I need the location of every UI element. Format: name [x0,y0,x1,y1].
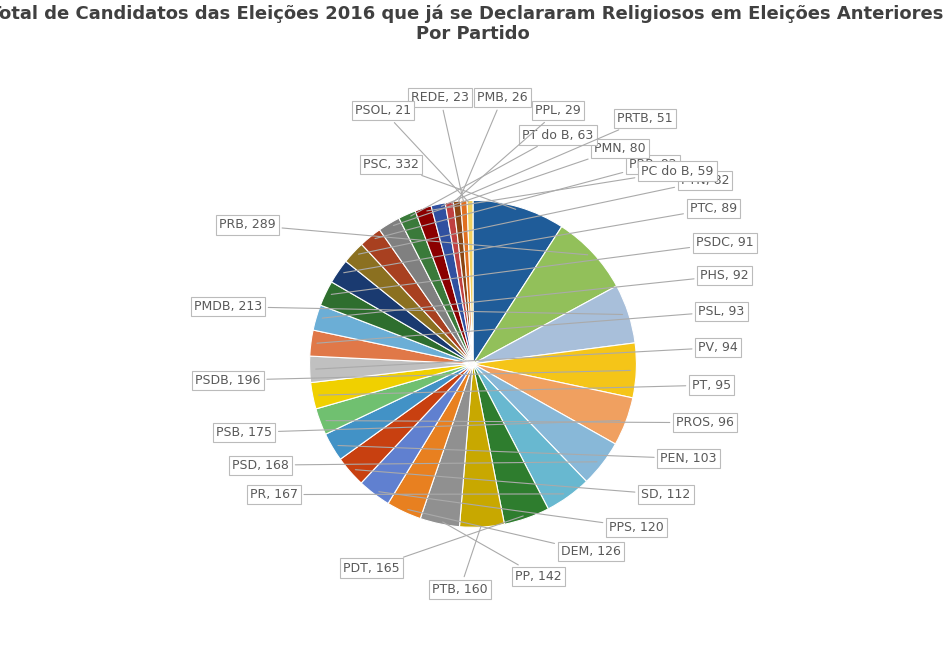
Wedge shape [331,261,473,364]
Text: PDT, 165: PDT, 165 [343,516,523,575]
Text: PSD, 168: PSD, 168 [232,458,597,472]
Text: PEN, 103: PEN, 103 [338,445,717,465]
Wedge shape [473,364,633,444]
Text: PMN, 80: PMN, 80 [394,142,646,226]
Wedge shape [361,230,473,364]
Wedge shape [361,364,473,504]
Text: PRP, 82: PRP, 82 [375,158,676,239]
Wedge shape [313,305,473,364]
Text: PSDB, 196: PSDB, 196 [195,370,630,387]
Wedge shape [420,364,473,526]
Wedge shape [473,200,562,364]
Wedge shape [316,364,473,434]
Text: DEM, 126: DEM, 126 [408,509,621,559]
Text: PMB, 26: PMB, 26 [458,91,528,202]
Text: PP, 142: PP, 142 [443,522,562,583]
Text: PPS, 120: PPS, 120 [378,492,664,534]
Text: PV, 94: PV, 94 [316,341,738,369]
Text: PSB, 175: PSB, 175 [217,421,620,439]
Wedge shape [379,218,473,364]
Text: PPL, 29: PPL, 29 [452,104,581,203]
Wedge shape [473,343,637,398]
Text: PTB, 160: PTB, 160 [432,526,488,596]
Text: PROS, 96: PROS, 96 [326,416,734,429]
Wedge shape [309,356,473,383]
Text: PR, 167: PR, 167 [250,488,564,501]
Wedge shape [325,364,473,459]
Wedge shape [388,364,473,519]
Wedge shape [473,227,617,364]
Wedge shape [341,364,473,483]
Wedge shape [415,206,473,364]
Text: PRTB, 51: PRTB, 51 [442,112,673,206]
Wedge shape [473,286,635,364]
Wedge shape [473,364,587,509]
Text: REDE, 23: REDE, 23 [412,91,469,201]
Wedge shape [453,201,473,364]
Wedge shape [431,203,473,364]
Wedge shape [473,364,549,525]
Text: PSC, 332: PSC, 332 [363,158,516,209]
Wedge shape [310,364,473,409]
Wedge shape [473,364,616,481]
Text: PC do B, 59: PC do B, 59 [427,165,713,211]
Title: Total de Candidatos das Eleições 2016 que já se Declararam Religiosos em Eleiçõe: Total de Candidatos das Eleições 2016 qu… [0,4,946,43]
Text: PSL, 93: PSL, 93 [317,305,745,343]
Text: PT, 95: PT, 95 [319,379,731,395]
Text: PTN, 82: PTN, 82 [359,175,729,254]
Wedge shape [309,330,473,364]
Wedge shape [321,282,473,364]
Text: PHS, 92: PHS, 92 [323,269,749,318]
Text: PMDB, 213: PMDB, 213 [194,300,622,315]
Wedge shape [446,201,473,364]
Text: PT do B, 63: PT do B, 63 [411,129,593,216]
Text: PSDC, 91: PSDC, 91 [331,237,753,294]
Text: PRB, 289: PRB, 289 [219,218,587,255]
Text: PSOL, 21: PSOL, 21 [355,104,468,201]
Wedge shape [399,211,473,364]
Wedge shape [461,201,473,364]
Text: PTC, 89: PTC, 89 [343,202,737,273]
Text: SD, 112: SD, 112 [356,470,691,501]
Wedge shape [467,200,473,364]
Wedge shape [346,245,473,364]
Wedge shape [460,364,504,527]
